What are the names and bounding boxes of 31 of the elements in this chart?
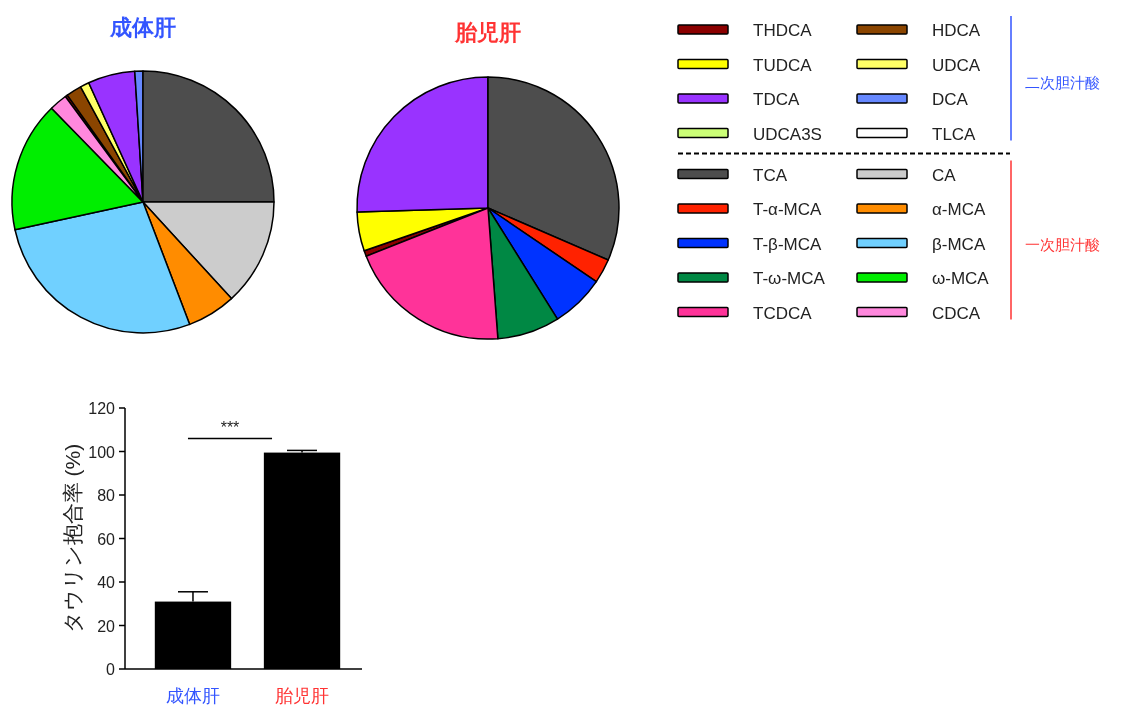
legend-label: CDCA <box>932 303 981 323</box>
y-tick-label: 0 <box>106 661 116 678</box>
legend-label: T-α-MCA <box>753 200 823 219</box>
annotation: *** <box>220 419 240 437</box>
legend-label: β-MCA <box>932 234 986 254</box>
legend-label: THDCA <box>753 21 813 40</box>
legend-label: DCA <box>932 90 969 109</box>
y-tick-label: 20 <box>97 617 116 635</box>
legend-label: TLCA <box>932 124 977 144</box>
legend-label: ω-MCA <box>932 269 990 288</box>
y-tick-label: 100 <box>88 443 116 461</box>
y-tick-label: 40 <box>97 574 116 591</box>
legend-label: TUDCA <box>753 55 813 75</box>
legend-label: HDCA <box>932 21 981 40</box>
slice-label: 胎児肝 <box>454 20 521 45</box>
y-tick-label: 60 <box>97 530 116 548</box>
text: 二次胆汁酸 <box>1025 73 1100 91</box>
y-axis-title: タウリン抱合率 (%) <box>61 443 84 634</box>
legend-label: T-β-MCA <box>753 234 822 254</box>
legend-label: UDCA3S <box>753 124 822 144</box>
slice-label: 成体肝 <box>109 15 176 40</box>
legend-label: α-MCA <box>932 200 986 219</box>
text: 一次胆汁酸 <box>1025 235 1100 253</box>
legend-label: TDCA <box>753 90 800 109</box>
legend-label: TCDCA <box>753 303 813 323</box>
legend-label: UDCA <box>932 55 981 75</box>
legend-label: T-ω-MCA <box>753 269 826 288</box>
y-tick-label: 120 <box>88 400 116 417</box>
legend-label: TCA <box>753 165 788 185</box>
y-tick-label: 80 <box>97 487 116 504</box>
legend-label: CA <box>932 165 957 185</box>
